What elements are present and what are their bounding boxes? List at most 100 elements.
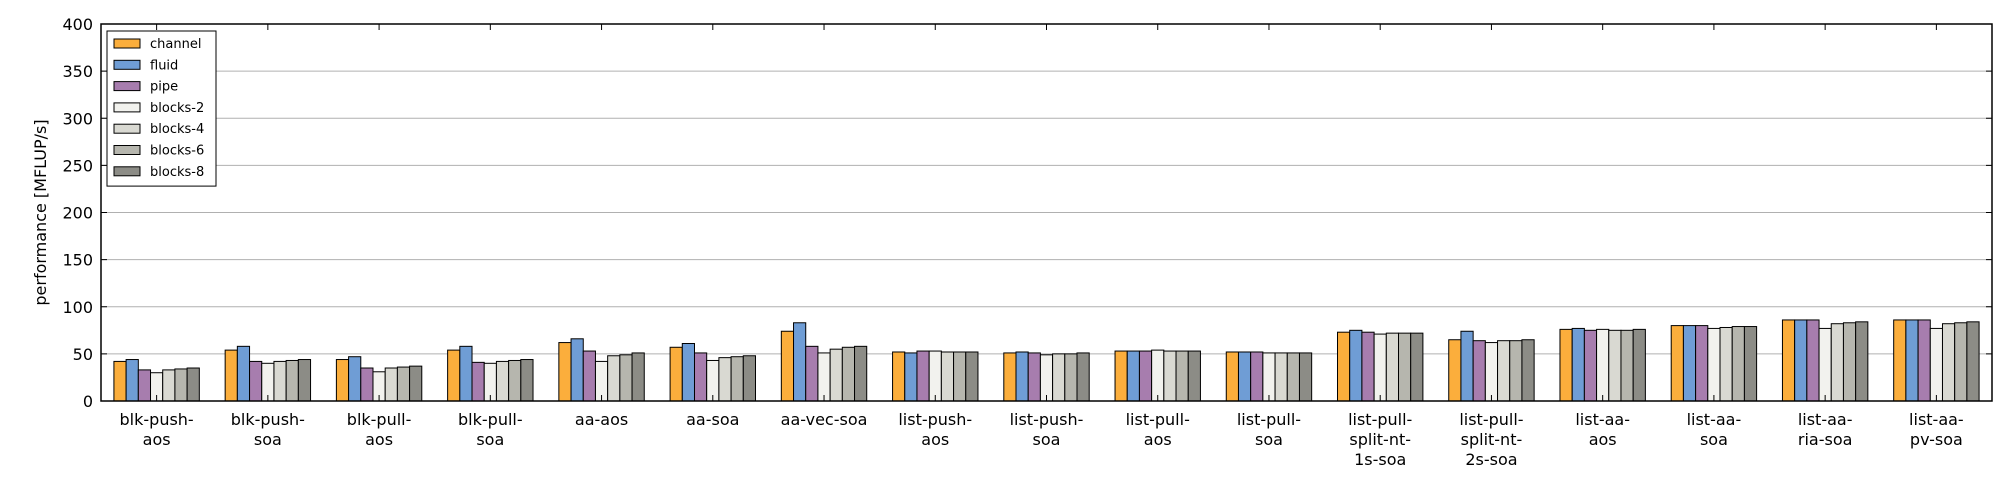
bar-blocks-2 (928, 350, 942, 402)
bar-blocks-2 (1151, 349, 1165, 402)
legend: channel fluid pipe blocks-2 blocks-4 blocks-6… (106, 30, 217, 187)
bar-blocks-6 (730, 356, 744, 402)
y-tick-label: 300 (62, 109, 93, 128)
legend-item: blocks-2 (113, 101, 204, 116)
bar-fluid (570, 338, 584, 402)
bar-group (892, 350, 979, 402)
x-tick-label-line: aos (1144, 430, 1172, 449)
bar-fluid (459, 345, 473, 402)
bar-pipe (1250, 351, 1264, 402)
bar-channel (1893, 319, 1907, 402)
bar-blocks-8 (854, 345, 868, 402)
bar-blocks-6 (174, 368, 188, 402)
bar-blocks-2 (1262, 352, 1276, 402)
bar-group (1114, 349, 1201, 402)
bar-channel (780, 330, 795, 402)
y-tick-label: 250 (62, 156, 93, 175)
bar-pipe (1917, 319, 1931, 402)
bar-blocks-2 (1707, 327, 1721, 402)
legend-swatch (113, 145, 141, 155)
bar-blocks-2 (1818, 327, 1832, 402)
bar-channel (558, 342, 572, 402)
bar-blocks-2 (1596, 328, 1610, 402)
legend-label: blocks-6 (150, 144, 204, 159)
bar-channel (447, 349, 461, 402)
bar-blocks-8 (1632, 328, 1646, 402)
bar-group (780, 322, 868, 402)
bar-fluid (1460, 330, 1474, 402)
bar-blocks-4 (607, 355, 621, 402)
bar-blocks-4 (1497, 340, 1511, 402)
legend-swatch (113, 38, 141, 49)
bar-pipe (1027, 352, 1041, 402)
x-tick-label: list-push-soa (1010, 410, 1084, 449)
x-tick-label: list-aa-soa (1687, 410, 1742, 449)
legend-item: blocks-6 (113, 144, 204, 159)
x-tick-label: blk-push-aos (120, 410, 194, 449)
x-tick-label: blk-push-soa (231, 410, 305, 449)
bar-group (335, 356, 423, 402)
x-tick-label: aa-aos (575, 410, 628, 429)
bar-blocks-4 (1830, 323, 1844, 402)
bar-blocks-8 (1076, 352, 1090, 402)
bar-fluid (1126, 350, 1140, 402)
legend-label: blocks-8 (150, 165, 204, 180)
bar-blocks-8 (520, 359, 534, 402)
y-tick-label: 50 (73, 345, 93, 364)
bar-pipe (360, 367, 374, 402)
bar-blocks-4 (384, 367, 398, 402)
x-tick-label: blk-pull-aos (347, 410, 412, 449)
legend-swatch (113, 102, 141, 113)
legend-label: blocks-2 (150, 101, 204, 116)
x-tick-label-line: list-push- (1010, 410, 1084, 429)
bar-blocks-4 (1608, 329, 1622, 402)
bar-fluid (348, 356, 362, 402)
x-tick-label-line: list-aa- (1575, 410, 1630, 429)
bar-group (447, 345, 534, 402)
legend-swatch (113, 59, 141, 70)
bar-fluid (1015, 351, 1029, 402)
x-tick-label-line: list-aa- (1798, 410, 1853, 429)
bar-pipe (1138, 350, 1153, 402)
bar-blocks-8 (1743, 326, 1758, 402)
bar-blocks-6 (1175, 350, 1189, 402)
bar-channel (1225, 351, 1239, 402)
bar-blocks-2 (1039, 354, 1054, 402)
x-tick-label-line: soa (476, 430, 504, 449)
bar-fluid (1682, 325, 1697, 402)
legend-swatch (113, 81, 141, 92)
bar-channel (1337, 331, 1351, 402)
bar-pipe (1806, 319, 1820, 402)
bar-blocks-6 (1620, 329, 1634, 402)
x-axis: blk-push-aos blk-push-soa blk-pull-aos blk-… (120, 24, 1964, 469)
bar-group (113, 359, 200, 402)
x-tick-label: blk-pull-soa (458, 410, 523, 449)
bar-group (1559, 327, 1646, 402)
x-tick-label-line: aos (365, 430, 393, 449)
bar-blocks-6 (285, 359, 299, 402)
bar-fluid (1349, 329, 1363, 402)
bar-pipe (1695, 325, 1709, 402)
legend-item: blocks-8 (113, 165, 204, 180)
bar-blocks-6 (1286, 352, 1300, 402)
bar-blocks-6 (1731, 326, 1745, 402)
y-tick-label: 150 (62, 251, 93, 270)
bar-group (1337, 329, 1424, 402)
x-tick-label: list-pull-soa (1237, 410, 1301, 449)
x-tick-label-line: aos (143, 430, 171, 449)
x-tick-label-line: list-pull- (1348, 410, 1412, 429)
bar-blocks-6 (1842, 322, 1857, 402)
legend-item: fluid (113, 58, 178, 73)
y-tick-label: 350 (62, 62, 93, 81)
x-tick-label-line: list-push- (898, 410, 972, 429)
bar-blocks-4 (718, 357, 732, 402)
bar-blocks-6 (508, 359, 522, 402)
bar-blocks-4 (1385, 332, 1400, 402)
legend-label: channel (150, 37, 201, 52)
bar-blocks-8 (186, 367, 200, 402)
bar-pipe (805, 345, 819, 402)
x-tick-label-line: split-nt- (1461, 430, 1523, 449)
x-tick-label-line: soa (1033, 430, 1061, 449)
bar-pipe (1583, 329, 1598, 402)
